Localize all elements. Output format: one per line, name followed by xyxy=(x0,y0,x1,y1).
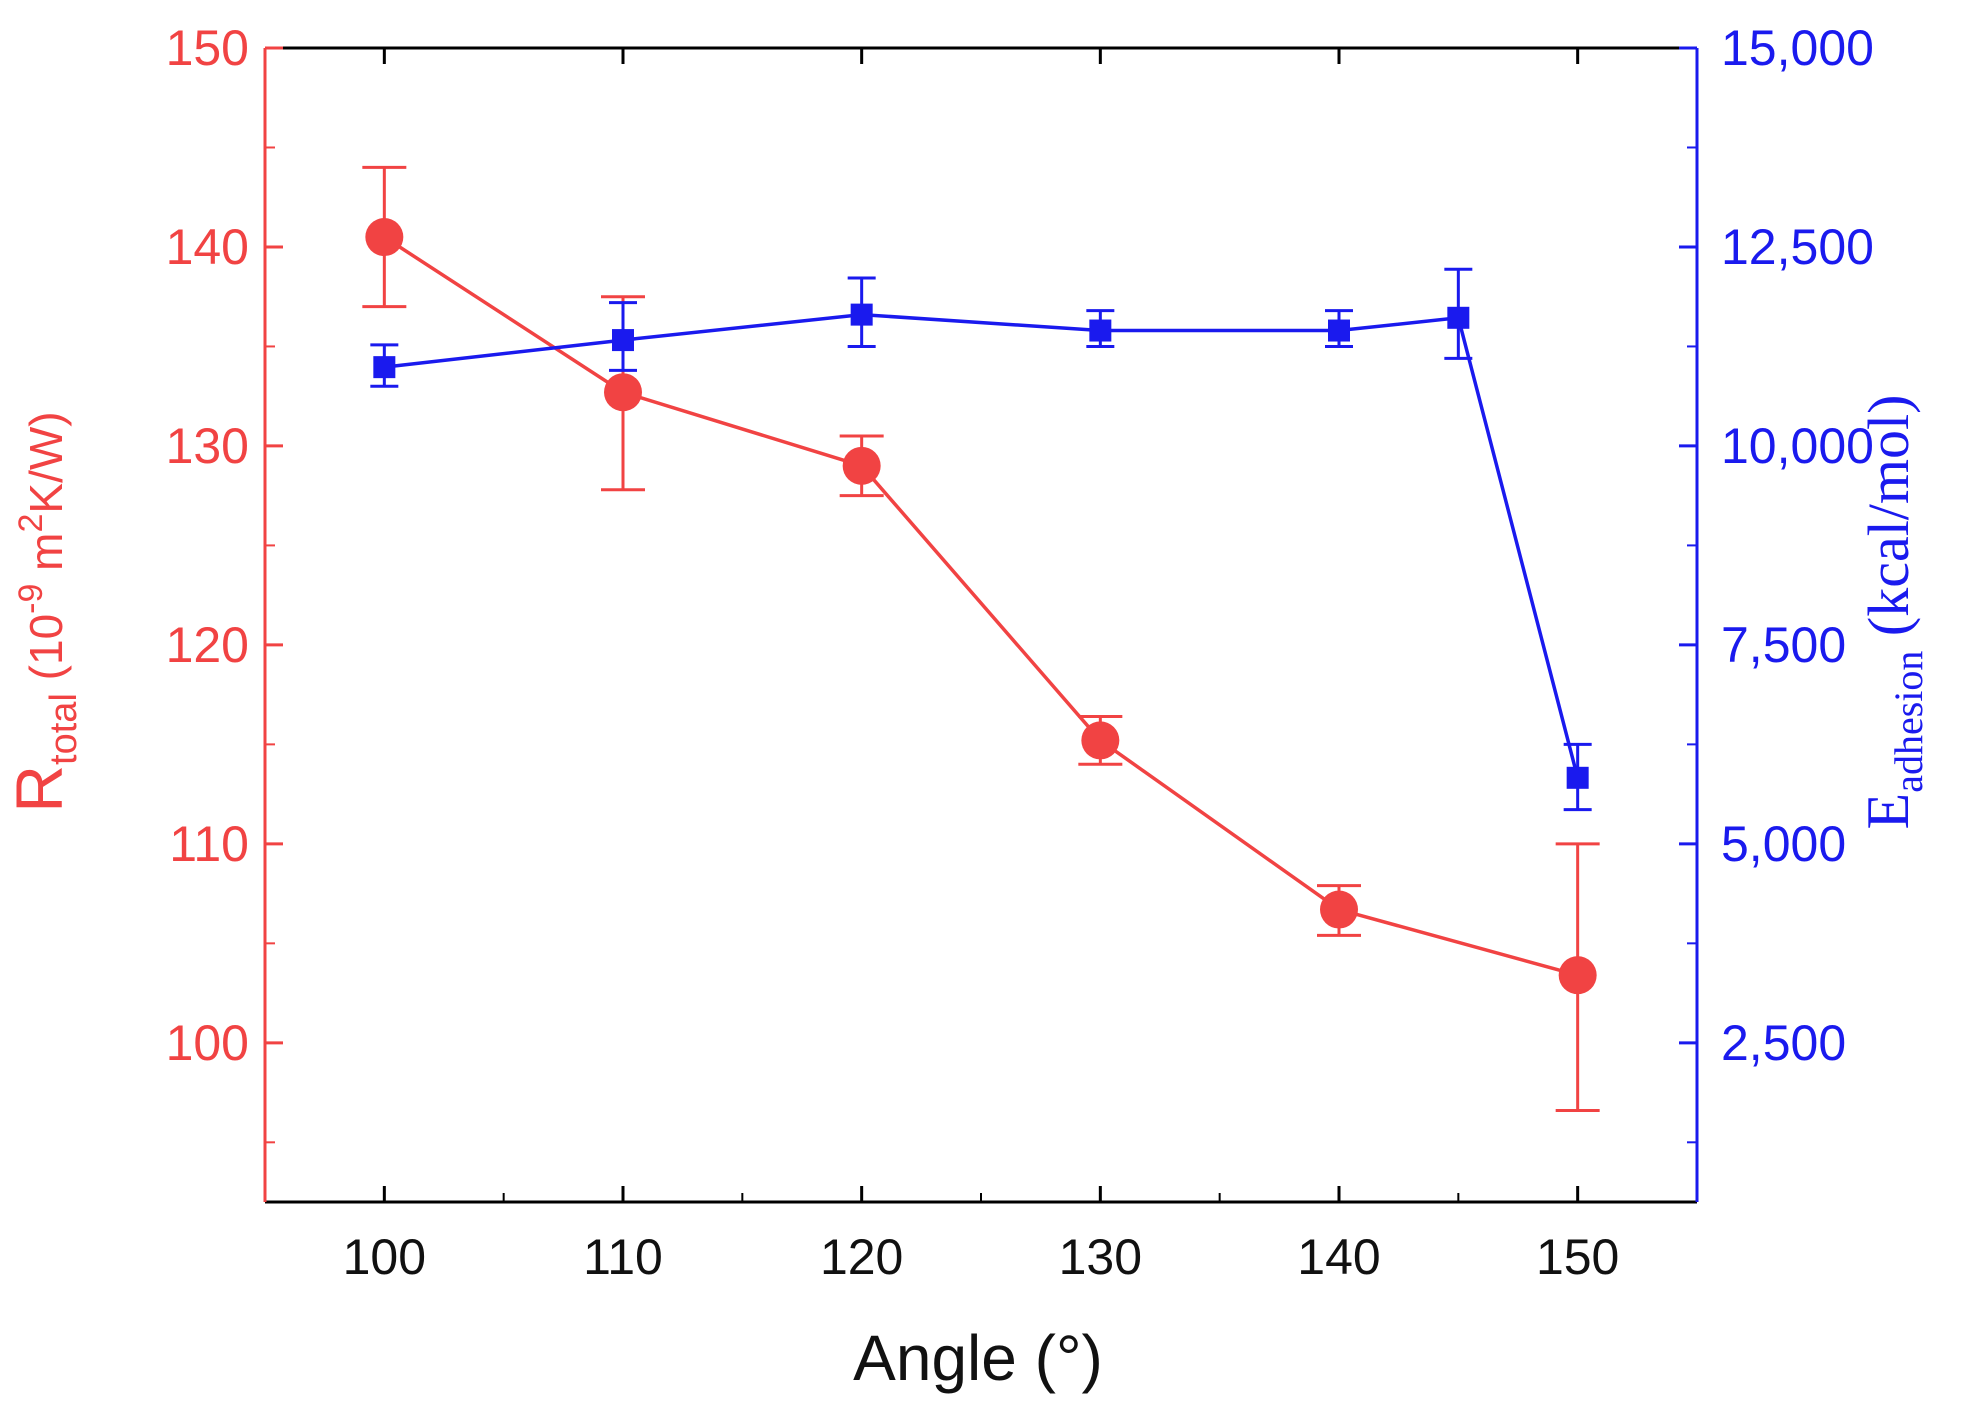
data-point xyxy=(365,218,404,257)
right-tick-label: 12,500 xyxy=(1721,219,1874,275)
x-tick-label: 150 xyxy=(1536,1229,1619,1285)
data-point xyxy=(842,446,881,485)
data-point xyxy=(373,356,396,379)
left-tick-label: 120 xyxy=(166,617,249,673)
series-line xyxy=(383,235,1579,977)
data-point xyxy=(1320,890,1358,929)
right-tick-label: 15,000 xyxy=(1721,20,1874,76)
x-tick-label: 120 xyxy=(820,1229,903,1285)
data-point xyxy=(850,303,873,326)
axes-frame xyxy=(263,46,1699,1204)
left-axis-label-rest3: K/W) xyxy=(20,411,72,513)
left-tick-label: 130 xyxy=(166,418,249,474)
left-axis-label-rest: (10 xyxy=(20,614,72,693)
right-axis-label-rest: (kcal/mol) xyxy=(1856,395,1921,651)
left-tick-label: 110 xyxy=(169,816,249,872)
x-axis-ticks: 100 110 120 130 140 150 xyxy=(343,48,1619,1285)
right-tick-label: 5,000 xyxy=(1721,816,1846,872)
right-axis-ticks: 2,500 5,000 7,500 10,000 12,500 15,000 xyxy=(1679,20,1874,1144)
right-axis-label: Eadhesion (kcal/mol) xyxy=(1855,395,1931,830)
series-layer xyxy=(362,165,1600,1112)
data-point xyxy=(612,329,634,352)
left-axis-label-rest2: m xyxy=(20,533,72,584)
left-axis-label-sup1: -9 xyxy=(12,584,50,614)
x-tick-label: 130 xyxy=(1059,1229,1142,1285)
data-point xyxy=(1558,956,1597,995)
x-tick-label: 110 xyxy=(583,1229,663,1285)
left-axis-label-main: R xyxy=(2,765,76,813)
left-tick-label: 150 xyxy=(166,20,249,76)
right-tick-label: 2,500 xyxy=(1721,1015,1846,1071)
left-tick-label: 140 xyxy=(166,219,249,275)
series-e-adhesion xyxy=(370,267,1592,812)
data-point xyxy=(1328,319,1350,342)
data-point xyxy=(1566,766,1589,789)
data-point xyxy=(1089,319,1112,342)
data-point xyxy=(1447,306,1470,329)
series-r-total xyxy=(362,165,1600,1112)
data-point xyxy=(1081,721,1120,760)
data-point xyxy=(604,373,642,412)
right-tick-label: 10,000 xyxy=(1721,418,1874,474)
left-axis-label: Rtotal (10-9 m2K/W) xyxy=(2,411,85,812)
x-tick-label: 100 xyxy=(343,1229,426,1285)
right-axis-label-sub: adhesion xyxy=(1886,651,1931,793)
left-tick-label: 100 xyxy=(166,1015,249,1071)
x-tick-label: 140 xyxy=(1297,1229,1380,1285)
left-axis-ticks: 100 110 120 130 140 150 xyxy=(166,20,283,1144)
left-axis-label-sup2: 2 xyxy=(12,514,50,533)
right-axis-label-main: E xyxy=(1855,793,1921,830)
right-tick-label: 7,500 xyxy=(1721,617,1846,673)
series-line xyxy=(384,312,1580,779)
x-axis-label: Angle (°) xyxy=(853,1322,1103,1394)
left-axis-label-sub: total xyxy=(43,693,85,765)
